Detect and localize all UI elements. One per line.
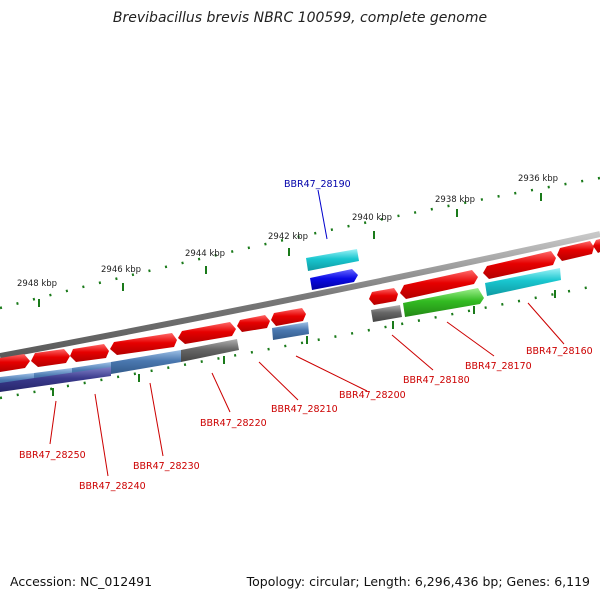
gene-arrow	[369, 288, 398, 305]
leader-line	[49, 400, 57, 445]
tick-label: 2946 kbp	[101, 265, 141, 275]
gene-arrow	[70, 344, 109, 362]
inner-major-ticks	[52, 290, 556, 396]
gene-arrow	[0, 354, 30, 372]
gene-label[interactable]: BBR47_28230	[133, 461, 200, 472]
gene-label[interactable]: BBR47_28240	[79, 481, 146, 492]
gene-arrow	[310, 269, 358, 290]
gene-arrow	[483, 251, 556, 279]
gene-arrow	[557, 241, 594, 261]
gene-block	[272, 322, 309, 340]
forward-strand-genes	[0, 239, 600, 372]
gene-arrow	[237, 315, 270, 332]
gene-block	[0, 367, 111, 392]
gene-arrow	[178, 322, 236, 344]
tick-label: 2938 kbp	[435, 195, 475, 205]
gene-block	[485, 268, 561, 296]
highlighted-genes	[306, 249, 359, 290]
gene-arrow	[31, 349, 70, 367]
leader-line	[527, 302, 565, 345]
genome-backbone	[0, 231, 600, 359]
outer-scale-track	[0, 176, 600, 310]
inner-scale-track	[0, 283, 600, 400]
label-leaders	[49, 189, 565, 477]
leader-line	[295, 355, 368, 392]
tick-label: 2948 kbp	[17, 279, 57, 289]
gene-label[interactable]: BBR47_28210	[271, 404, 338, 415]
tick-labels: 2936 kbp 2938 kbp 2940 kbp 2942 kbp 2944…	[17, 174, 558, 289]
gene-label[interactable]: BBR47_28190	[284, 179, 351, 190]
tick-label: 2940 kbp	[352, 213, 392, 223]
gene-label[interactable]: BBR47_28170	[465, 361, 532, 372]
gene-block	[181, 339, 239, 362]
gene-arrow	[400, 270, 478, 299]
reverse-strand-genes	[0, 268, 561, 392]
leader-line	[258, 361, 299, 401]
gene-arrow	[110, 333, 177, 355]
tick-label: 2942 kbp	[268, 232, 308, 242]
gene-block	[371, 305, 402, 322]
accession-text: Accession: NC_012491	[10, 574, 153, 589]
gene-arrow	[271, 308, 306, 326]
leader-line	[94, 393, 109, 477]
gene-block	[403, 288, 484, 317]
outer-major-ticks	[38, 193, 542, 307]
map-title: Brevibacillus brevis NBRC 100599, comple…	[112, 10, 488, 26]
leader-line	[149, 382, 164, 457]
gene-label[interactable]: BBR47_28160	[526, 346, 593, 357]
gene-labels: BBR47_28190 BBR47_28160 BBR47_28170 BBR4…	[19, 179, 593, 492]
gene-label[interactable]: BBR47_28250	[19, 450, 86, 461]
gene-block	[306, 249, 359, 271]
gene-label[interactable]: BBR47_28220	[200, 418, 267, 429]
gene-label[interactable]: BBR47_28180	[403, 375, 470, 386]
leader-line	[391, 334, 434, 371]
gene-block	[111, 350, 181, 374]
leader-line	[446, 321, 495, 357]
leader-line	[317, 189, 328, 240]
tick-label: 2936 kbp	[518, 174, 558, 184]
tick-label: 2944 kbp	[185, 249, 225, 259]
gene-arrow	[593, 239, 600, 253]
gene-label[interactable]: BBR47_28200	[339, 390, 406, 401]
leader-line	[211, 372, 231, 413]
genome-summary-text: Topology: circular; Length: 6,296,436 bp…	[246, 574, 590, 589]
